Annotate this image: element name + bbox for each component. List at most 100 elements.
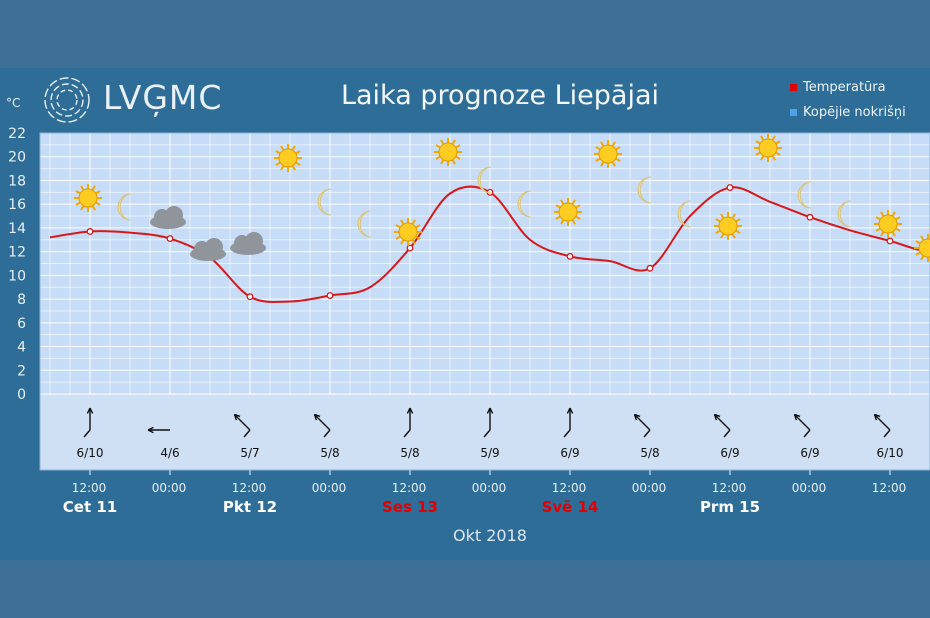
sun-ray: [80, 185, 85, 191]
sun-disc: [598, 144, 618, 164]
wind-arrow-head: [713, 414, 718, 421]
wind-area: [40, 394, 930, 470]
moon-icon: [357, 210, 372, 238]
sun-ray: [275, 161, 281, 166]
sun-ray: [755, 140, 761, 145]
wind-arrow: 4/6: [147, 426, 180, 460]
wind-arrow-head: [406, 407, 411, 414]
wind-arrow-head: [569, 407, 574, 414]
wind-arrow-tail: [403, 429, 411, 438]
wind-arrow-head: [409, 407, 414, 414]
sun-ray: [720, 213, 725, 219]
x-tick-label: 00:00: [792, 481, 827, 495]
sun-icon: [434, 138, 462, 166]
legend-temperature: Temperatūra: [790, 80, 886, 96]
sun-ray: [715, 229, 721, 234]
wind-speed-label: 5/7: [240, 446, 259, 460]
sun-ray: [880, 211, 885, 217]
sun-icon: [914, 234, 930, 262]
sun-disc: [398, 222, 418, 242]
x-tick-label: 12:00: [232, 481, 267, 495]
sun-ray: [411, 239, 416, 245]
sun-ray: [571, 219, 576, 225]
sun-ray: [411, 219, 416, 225]
sun-ray: [771, 155, 776, 161]
sun-ray: [91, 205, 96, 211]
y-tick-label: 2: [17, 363, 26, 379]
wind-speed-label: 5/8: [640, 446, 659, 460]
wind-speed-label: 5/8: [320, 446, 339, 460]
sun-ray: [275, 150, 281, 155]
sun-ray: [615, 157, 621, 162]
sun-ray: [395, 235, 401, 240]
moon-icon: [797, 181, 812, 209]
sun-ray: [720, 233, 725, 239]
sun-ray: [400, 239, 405, 245]
moon-shape: [477, 166, 492, 194]
y-tick-label: 14: [8, 221, 26, 237]
moon-shape: [117, 193, 132, 221]
wind-arrow-head: [234, 413, 241, 418]
x-tick-label: 00:00: [312, 481, 347, 495]
wind-arrow-shaft: [633, 413, 651, 431]
sun-ray: [600, 161, 605, 167]
temperature-point: [806, 213, 814, 221]
x-tick-label: 12:00: [552, 481, 587, 495]
sun-ray: [95, 201, 101, 206]
sun-ray: [615, 146, 621, 151]
temperature-point: [646, 264, 654, 272]
cloud-icon: [230, 232, 266, 255]
sun-ray: [91, 185, 96, 191]
wind-arrow-head: [566, 407, 571, 414]
moon-shape: [797, 181, 812, 209]
sun-ray: [295, 161, 301, 166]
sun-ray: [611, 161, 616, 167]
wind-arrow-tail: [643, 429, 651, 438]
sun-icon: [594, 140, 622, 168]
moon-icon: [837, 200, 852, 228]
wind-arrow-head: [793, 414, 798, 421]
moon-icon: [317, 188, 332, 216]
wind-arrow: 6/9: [560, 407, 580, 460]
wind-arrow-tail: [483, 429, 491, 438]
wind-speed-label: 6/10: [77, 446, 104, 460]
x-tick-label: 12:00: [72, 481, 107, 495]
legend-precipitation: Kopējie nokrišņi: [790, 105, 906, 121]
sun-ray: [895, 227, 901, 232]
moon-icon: [637, 176, 652, 204]
wind-arrow-tail: [723, 429, 731, 438]
sun-ray: [760, 135, 765, 141]
sun-ray: [611, 141, 616, 147]
sun-ray: [415, 235, 421, 240]
y-axis-unit: °C: [6, 96, 21, 110]
wind-arrow-head: [147, 426, 154, 431]
sun-ray: [555, 215, 561, 220]
moon-icon: [477, 166, 492, 194]
wind-speed-label: 6/9: [800, 446, 819, 460]
sun-ray: [451, 139, 456, 145]
legend-swatch-precipitation: [790, 109, 797, 116]
sun-ray: [880, 231, 885, 237]
y-tick-label: 6: [17, 316, 26, 332]
wind-speed-label: 6/9: [560, 446, 579, 460]
sun-ray: [280, 165, 285, 171]
sun-ray: [920, 235, 925, 241]
wind-arrow-head: [489, 407, 494, 414]
sun-ray: [915, 251, 921, 256]
cloud-icon: [150, 206, 186, 229]
wind-arrow: 6/10: [873, 413, 903, 460]
wind-arrow-head: [89, 407, 94, 414]
sun-ray: [80, 205, 85, 211]
day-label: Svē 14: [542, 498, 599, 516]
temperature-point: [246, 293, 254, 301]
y-tick-label: 20: [8, 150, 26, 166]
sun-ray: [75, 190, 81, 195]
day-label: Pkt 12: [223, 498, 277, 516]
wind-arrow: 5/8: [400, 407, 420, 460]
sun-ray: [435, 155, 441, 160]
x-tick-label: 12:00: [872, 481, 907, 495]
sun-ray: [715, 218, 721, 223]
legend-label-temperature: Temperatūra: [803, 80, 886, 95]
x-tick-label: 00:00: [632, 481, 667, 495]
wind-arrow-head: [147, 429, 154, 434]
